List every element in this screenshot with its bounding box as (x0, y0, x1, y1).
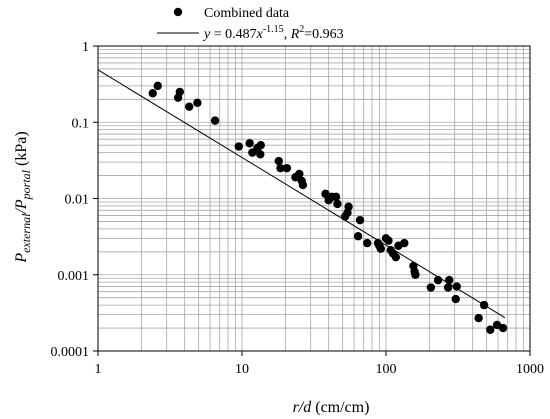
data-point (391, 252, 401, 262)
data-point (445, 275, 454, 285)
y-tick-label: 0.01 (65, 193, 90, 208)
y-axis-title: Pexternal/Pportal (kPa) (13, 131, 33, 263)
x-tick-label: 100 (376, 362, 397, 377)
legend-fit-y: y (202, 27, 211, 42)
data-point (274, 156, 283, 166)
legend-fit-x: x (256, 27, 264, 42)
x-tick-label: 1 (95, 362, 102, 377)
data-point (276, 163, 285, 173)
y-tick-label: 1 (82, 40, 89, 55)
legend-fit-r-exponent: 2 (299, 24, 304, 35)
x-axis-title-var: r/d (293, 399, 313, 416)
data-point (256, 141, 265, 150)
y-axis-title-units: (kPa) (13, 131, 30, 170)
data-point (185, 102, 194, 111)
legend: Combined data y = 0.487x-1.15, R2=0.963 (157, 6, 344, 42)
data-point (474, 313, 483, 323)
legend-fit-label: y = 0.487x-1.15, R2=0.963 (202, 24, 344, 42)
data-point (153, 81, 162, 91)
y-axis-title-p2: /P (13, 199, 30, 214)
data-point (384, 236, 393, 245)
data-point (321, 189, 330, 199)
y-axis-title-sub2: portal (19, 169, 33, 200)
data-point (175, 87, 185, 97)
y-axis-title-sub1: external (19, 213, 33, 253)
data-point (479, 300, 489, 310)
data-point (295, 169, 304, 179)
data-point (245, 139, 254, 148)
data-point (234, 142, 243, 151)
data-point (256, 150, 265, 159)
y-tick-label: 0.1 (72, 116, 90, 131)
data-point (148, 89, 157, 98)
data-point (331, 192, 341, 202)
x-axis-title-units: (cm/cm) (311, 399, 369, 416)
data-point (400, 238, 409, 248)
data-point (433, 275, 443, 285)
data-point (426, 283, 436, 292)
legend-data-label: Combined data (204, 6, 290, 21)
data-point (443, 283, 453, 292)
data-point (451, 294, 460, 304)
data-point (193, 98, 202, 107)
data-point (452, 282, 461, 291)
data-point (486, 325, 495, 334)
fit-line-group (97, 69, 506, 319)
x-tick-label: 10 (235, 362, 249, 377)
data-point (282, 163, 292, 173)
y-axis-title-p1: P (13, 253, 30, 264)
legend-fit-r-value: =0.963 (304, 27, 343, 42)
data-point (353, 232, 363, 241)
legend-point-marker (173, 7, 183, 17)
data-point (210, 116, 220, 125)
data-point (344, 202, 353, 211)
legend-fit-r: R (290, 27, 300, 42)
data-point (355, 215, 365, 225)
axis-ticks: 1 10 100 1000 1 0.1 0.01 0.001 0.0001 (51, 40, 545, 377)
legend-fit-coef: = 0.487 (210, 27, 256, 42)
y-tick-label: 0.001 (58, 269, 90, 284)
grid-lines (98, 46, 530, 351)
x-tick-label: 1000 (516, 362, 544, 377)
data-points-group (148, 81, 508, 334)
data-point (376, 244, 385, 253)
y-tick-label: 0.0001 (51, 345, 90, 360)
data-point (411, 270, 420, 279)
data-point (362, 238, 372, 248)
data-point (333, 199, 342, 209)
data-point (298, 180, 308, 190)
data-point (498, 323, 508, 333)
legend-fit-separator: , (284, 27, 291, 42)
fit-line (97, 69, 506, 319)
legend-fit-exponent: -1.15 (263, 24, 284, 35)
x-axis-title: r/d (cm/cm) (293, 399, 370, 416)
